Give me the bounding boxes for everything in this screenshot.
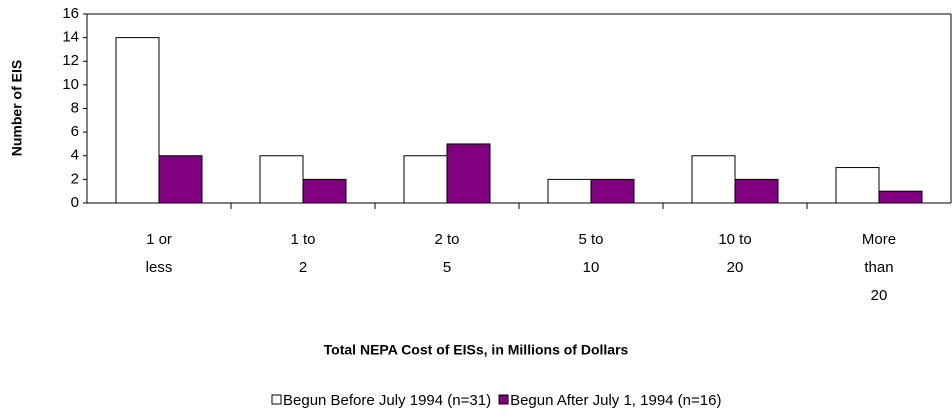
x-tick-label: 2 to — [434, 231, 459, 248]
bar — [734, 178, 779, 204]
bar — [590, 178, 635, 204]
legend-label: Begun After July 1, 1994 (n=16) — [510, 392, 721, 409]
legend-label: Begun Before July 1994 (n=31) — [283, 392, 491, 409]
y-tick-label: 6 — [71, 123, 79, 140]
x-tick-label: 5 — [443, 259, 451, 276]
x-tick-label: 1 to — [290, 231, 315, 248]
y-tick-label: 0 — [71, 194, 79, 211]
y-axis-title: Number of EIS — [9, 60, 25, 156]
bar — [158, 155, 203, 204]
x-tick-label: 10 to — [718, 231, 751, 248]
x-axis-title: Total NEPA Cost of EISs, in Millions of … — [324, 342, 629, 358]
x-tick-label: 2 — [299, 259, 307, 276]
x-tick-label: less — [146, 259, 173, 276]
legend-swatch — [271, 394, 282, 405]
bar — [302, 178, 347, 204]
y-tick-label: 10 — [62, 76, 79, 93]
x-tick-label: 20 — [727, 259, 744, 276]
bar — [691, 155, 736, 204]
bar — [403, 155, 448, 204]
y-tick-label: 4 — [71, 147, 79, 164]
y-tick-label: 16 — [62, 5, 79, 22]
x-tick-label: than — [864, 259, 893, 276]
bar — [835, 167, 880, 204]
y-tick-label: 12 — [62, 52, 79, 69]
bar — [259, 155, 304, 204]
y-tick-label: 8 — [71, 99, 79, 116]
bar — [115, 37, 160, 204]
y-tick-label: 2 — [71, 170, 79, 187]
x-tick-label: 20 — [871, 287, 888, 304]
bar — [878, 190, 923, 204]
x-tick-label: 1 or — [146, 231, 172, 248]
y-tick-label: 14 — [62, 29, 79, 46]
x-tick-label: 5 to — [578, 231, 603, 248]
legend-swatch — [498, 394, 509, 405]
x-tick-label: More — [862, 231, 896, 248]
bar — [547, 178, 592, 204]
bar — [446, 143, 491, 204]
x-tick-label: 10 — [583, 259, 600, 276]
